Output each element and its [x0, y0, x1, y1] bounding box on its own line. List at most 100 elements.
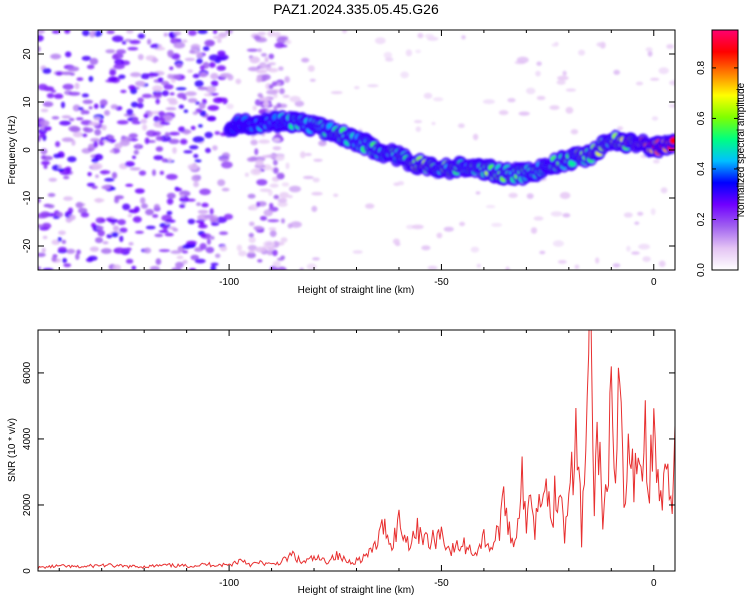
- heatmap-cell: [197, 214, 209, 221]
- heatmap-cell: [134, 188, 145, 194]
- heatmap-cell: [91, 162, 103, 170]
- heatmap-cell: [159, 121, 171, 126]
- heatmap-cell: [53, 93, 64, 99]
- heatmap-cell: [194, 80, 204, 88]
- heatmap-cell: [536, 95, 546, 101]
- heatmap-cell: [650, 208, 656, 216]
- snr-x-tick-label: -50: [434, 578, 449, 589]
- heatmap-cell: [167, 49, 174, 57]
- heatmap-cell: [436, 232, 443, 239]
- heatmap-cell: [205, 86, 217, 93]
- snr-series-line: [38, 330, 675, 570]
- heatmap-cell: [263, 100, 269, 108]
- heatmap-cell: [256, 229, 265, 233]
- heatmap-cell: [89, 246, 99, 252]
- heatmap-cell: [415, 49, 421, 54]
- heatmap-cell: [565, 106, 574, 114]
- heatmap-cell: [530, 227, 538, 234]
- heatmap-cell: [215, 253, 221, 258]
- heatmap-cell: [175, 63, 183, 69]
- heatmap-cell: [152, 85, 163, 92]
- heatmap-cell: [202, 46, 210, 52]
- heatmap-cell: [268, 53, 275, 60]
- heatmap-cell: [666, 44, 674, 49]
- heatmap-cell: [41, 222, 52, 230]
- heatmap-cell: [125, 247, 132, 251]
- heatmap-cell: [51, 256, 57, 262]
- heatmap-cell: [198, 124, 203, 128]
- heatmap-cell: [127, 213, 133, 218]
- heatmap-cell: [267, 68, 279, 73]
- heatmap-cell: [236, 244, 243, 252]
- heatmap-cell: [72, 104, 81, 112]
- heatmap-cell: [112, 225, 120, 232]
- heatmap-cell: [274, 42, 285, 49]
- heatmap-cell: [81, 93, 89, 98]
- heatmap-cell: [282, 94, 290, 98]
- heatmap-cell: [187, 98, 198, 103]
- heatmap-cell: [638, 243, 650, 250]
- heatmap-cell: [485, 205, 496, 209]
- heatmap-cell: [67, 156, 77, 163]
- heatmap-cell: [152, 169, 156, 176]
- heatmap-cell: [153, 131, 162, 136]
- heatmap-cell: [155, 258, 162, 265]
- heatmap-cell: [578, 49, 586, 56]
- heatmap-cell: [258, 97, 270, 102]
- heatmap-cell: [192, 73, 200, 79]
- heatmap-cell: [261, 53, 267, 57]
- heatmap-cell: [101, 185, 111, 190]
- heatmap-cell: [277, 198, 288, 203]
- heatmap-cell: [301, 57, 310, 63]
- heatmap-cell: [173, 31, 182, 36]
- heatmap-cell: [491, 222, 503, 227]
- heatmap-cell: [158, 230, 169, 233]
- heatmap-cell: [668, 104, 675, 108]
- heatmap-cell: [549, 105, 560, 110]
- heatmap-cell: [273, 137, 281, 142]
- heatmap-cell: [168, 131, 180, 136]
- heatmap-cell: [365, 203, 375, 209]
- heatmap-cell: [238, 250, 247, 257]
- heatmap-cell: [147, 38, 152, 45]
- heatmap-cell: [536, 61, 542, 66]
- heatmap-cell: [173, 41, 186, 49]
- heatmap-cell: [205, 246, 215, 254]
- heatmap-cell: [216, 65, 226, 71]
- heatmap-cell: [121, 40, 127, 45]
- heatmap-cell: [306, 263, 317, 270]
- heatmap-cell: [155, 135, 164, 141]
- heatmap-cell: [153, 92, 162, 98]
- snr-y-label: SNR (10 * v/v): [7, 418, 18, 482]
- heatmap-cell: [217, 38, 222, 43]
- heatmap-cell: [169, 31, 175, 39]
- heatmap-cell: [61, 239, 67, 244]
- heatmap-cell: [272, 260, 281, 268]
- heatmap-cell: [62, 258, 68, 263]
- heatmap-cell: [650, 77, 660, 81]
- heatmap-cell: [180, 138, 188, 145]
- heatmap-cell: [392, 238, 400, 245]
- heatmap-cell: [107, 76, 118, 82]
- heatmap-cell: [86, 182, 96, 187]
- heatmap-cell: [276, 82, 281, 86]
- heatmap-cell: [210, 72, 219, 80]
- heatmap-cell: [38, 198, 41, 203]
- heatmap-cell: [114, 143, 123, 149]
- heatmap-cell: [277, 257, 284, 261]
- heatmap-cell: [196, 202, 202, 207]
- heatmap-cell: [112, 264, 121, 270]
- heatmap-cell: [552, 240, 564, 247]
- heatmap-cell: [276, 172, 285, 180]
- heatmap-cell: [267, 30, 275, 37]
- snr-x-label: Height of straight line (km): [298, 585, 415, 596]
- heatmap-cell: [207, 105, 220, 111]
- heatmap-cell: [210, 265, 217, 270]
- heatmap-cell: [482, 99, 495, 105]
- heatmap-cell: [197, 86, 208, 91]
- heatmap-cell: [89, 31, 96, 38]
- heatmap-cell: [110, 186, 116, 191]
- heatmap-cell: [257, 93, 263, 98]
- heatmap-cell: [246, 252, 256, 259]
- heatmap-cell: [252, 105, 257, 111]
